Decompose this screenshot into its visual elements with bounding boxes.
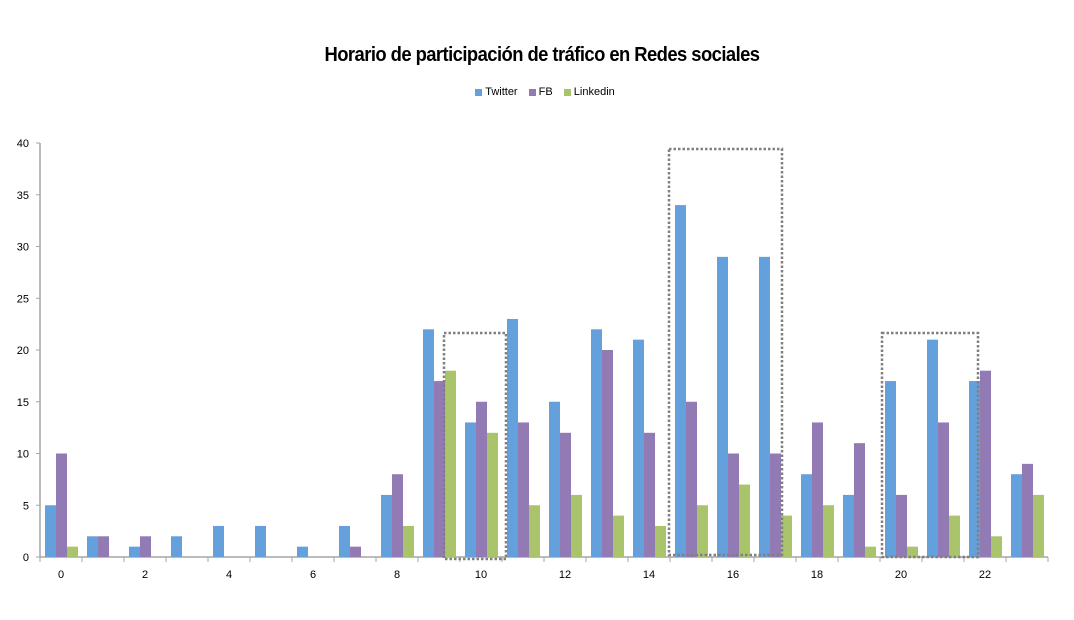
y-tick-label: 5 [23,500,29,512]
legend-swatch-fb [528,88,536,96]
bar-twitter-9 [423,329,434,557]
y-tick-label: 30 [17,242,29,254]
bar-fb-22 [980,370,991,557]
bar-linkedin-0 [67,546,78,557]
bar-twitter-12 [549,401,560,557]
bar-linkedin-11 [529,505,540,557]
bar-linkedin-10 [487,432,498,557]
highlight-box-3 [880,331,980,559]
bar-fb-15 [686,401,697,557]
chart-title: Horario de participación de tráfico en R… [324,44,761,66]
bar-linkedin-12 [571,494,582,557]
x-tick-label: 10 [475,569,487,581]
y-tick-label: 10 [17,449,29,461]
bar-linkedin-8 [403,525,414,557]
x-tick-label: 0 [58,569,64,581]
bar-linkedin-9 [445,370,456,557]
legend-label-linkedin: Linkedin [573,86,615,98]
bar-fb-16 [728,453,739,557]
x-tick-label: 20 [895,569,907,581]
bar-fb-12 [560,432,571,557]
y-tick-label: 25 [17,293,29,305]
bar-twitter-1 [87,536,98,557]
legend: Twitter FB Linkedin [0,86,1074,99]
bar-twitter-5 [255,525,266,557]
bar-fb-18 [812,422,823,557]
bar-fb-9 [434,381,445,557]
x-tick-label: 14 [643,569,655,581]
legend-swatch-linkedin [563,88,571,96]
bar-twitter-4 [213,525,224,557]
legend-item-linkedin: Linkedin [563,86,615,98]
bar-fb-21 [938,422,949,557]
bar-fb-13 [602,350,613,557]
x-tick-label: 16 [727,569,739,581]
bar-twitter-7 [339,525,350,557]
bar-twitter-8 [381,494,392,557]
bar-twitter-20 [885,381,896,557]
x-tick-label: 22 [979,569,991,581]
x-tick-label: 6 [310,569,316,581]
bar-twitter-13 [591,329,602,557]
bar-twitter-19 [843,494,854,557]
bar-linkedin-15 [697,505,708,557]
bar-twitter-11 [507,318,518,557]
bar-fb-7 [350,546,361,557]
bar-twitter-18 [801,474,812,557]
bar-linkedin-17 [781,515,792,557]
bar-linkedin-18 [823,505,834,557]
highlight-box-2 [667,147,784,557]
bar-fb-20 [896,494,907,557]
x-tick-label: 18 [811,569,823,581]
bar-fb-1 [98,536,109,557]
legend-label-fb: FB [538,86,553,98]
y-tick-label: 40 [17,138,29,150]
bar-linkedin-14 [655,525,666,557]
bar-twitter-15 [675,205,686,557]
x-tick-label: 4 [226,569,232,581]
bar-fb-17 [770,453,781,557]
bar-linkedin-13 [613,515,624,557]
bar-linkedin-21 [949,515,960,557]
bar-twitter-21 [927,339,938,557]
bar-fb-19 [854,443,865,557]
legend-label-twitter: Twitter [485,86,518,98]
bar-fb-8 [392,474,403,557]
bar-linkedin-23 [1033,494,1044,557]
bar-linkedin-22 [991,536,1002,557]
bar-linkedin-16 [739,484,750,557]
bar-fb-0 [56,453,67,557]
y-tick-label: 0 [23,552,29,564]
x-tick-label: 8 [394,569,400,581]
legend-item-fb: FB [528,86,553,98]
bar-twitter-3 [171,536,182,557]
bar-twitter-6 [297,546,308,557]
bar-linkedin-20 [907,546,918,557]
legend-item-twitter: Twitter [475,86,518,98]
bar-fb-11 [518,422,529,557]
bar-twitter-22 [969,381,980,557]
bar-fb-10 [476,401,487,557]
bar-fb-23 [1022,463,1033,557]
x-tick-label: 12 [559,569,571,581]
bar-linkedin-19 [865,546,876,557]
legend-swatch-twitter [475,88,483,96]
y-tick-label: 20 [17,345,29,357]
bar-twitter-17 [759,256,770,557]
y-tick-label: 35 [17,190,29,202]
bar-twitter-23 [1011,474,1022,557]
bar-twitter-10 [465,422,476,557]
bar-fb-14 [644,432,655,557]
bar-twitter-14 [633,339,644,557]
bar-twitter-16 [717,256,728,557]
y-tick-label: 15 [17,397,29,409]
x-tick-label: 2 [142,569,148,581]
bar-twitter-0 [45,505,56,557]
bar-fb-2 [140,536,151,557]
bar-twitter-2 [129,546,140,557]
